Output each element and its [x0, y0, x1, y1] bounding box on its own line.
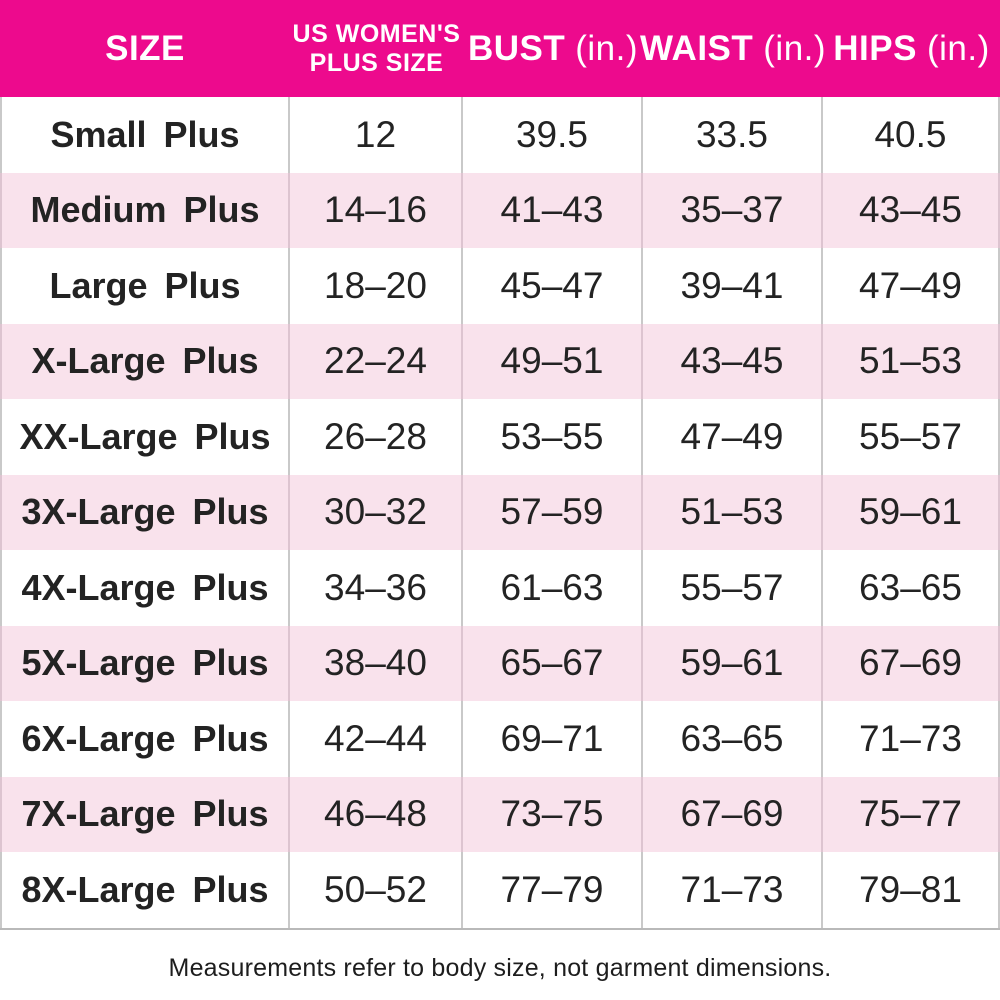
header-bust-unit: (in.) [575, 29, 639, 68]
header-hips-label: HIPS [833, 29, 917, 68]
header-size-label: SIZE [105, 29, 185, 68]
header-bust: BUST (in.) [463, 0, 643, 97]
waist-cell: 63–65 [643, 701, 823, 777]
header-hips: HIPS (in.) [823, 0, 1000, 97]
bust-cell: 73–75 [463, 776, 643, 852]
hips-cell: 43–45 [823, 172, 1000, 248]
table-row: 5X-Large Plus 38–40 65–67 59–61 67–69 [0, 625, 1000, 701]
size-cell: Large Plus [0, 248, 290, 324]
size-cell: 6X-Large Plus [0, 701, 290, 777]
bust-cell: 61–63 [463, 550, 643, 626]
size-cell: X-Large Plus [0, 323, 290, 399]
us-size-cell: 18–20 [290, 248, 463, 324]
size-cell: 7X-Large Plus [0, 776, 290, 852]
waist-cell: 39–41 [643, 248, 823, 324]
waist-cell: 55–57 [643, 550, 823, 626]
bust-cell: 53–55 [463, 399, 643, 475]
table-row: Medium Plus 14–16 41–43 35–37 43–45 [0, 172, 1000, 248]
table-row: 3X-Large Plus 30–32 57–59 51–53 59–61 [0, 474, 1000, 550]
waist-cell: 71–73 [643, 852, 823, 928]
hips-cell: 67–69 [823, 625, 1000, 701]
us-size-cell: 46–48 [290, 776, 463, 852]
header-bust-label: BUST [467, 29, 566, 68]
us-size-cell: 50–52 [290, 852, 463, 928]
header-us-plus-size: US WOMEN'S PLUS SIZE [290, 0, 463, 97]
size-cell: 8X-Large Plus [0, 852, 290, 928]
hips-cell: 79–81 [823, 852, 1000, 928]
waist-cell: 35–37 [643, 172, 823, 248]
us-size-cell: 26–28 [290, 399, 463, 475]
bust-cell: 45–47 [463, 248, 643, 324]
hips-cell: 55–57 [823, 399, 1000, 475]
us-size-cell: 12 [290, 97, 463, 173]
hips-cell: 63–65 [823, 550, 1000, 626]
us-size-cell: 14–16 [290, 172, 463, 248]
table-row: X-Large Plus 22–24 49–51 43–45 51–53 [0, 323, 1000, 399]
table-row: 6X-Large Plus 42–44 69–71 63–65 71–73 [0, 701, 1000, 777]
hips-cell: 51–53 [823, 323, 1000, 399]
hips-cell: 40.5 [823, 97, 1000, 173]
bust-cell: 57–59 [463, 474, 643, 550]
size-cell: 4X-Large Plus [0, 550, 290, 626]
size-cell: 3X-Large Plus [0, 474, 290, 550]
table-body: Small Plus 12 39.5 33.5 40.5 Medium Plus… [0, 97, 1000, 930]
bust-cell: 77–79 [463, 852, 643, 928]
size-cell: XX-Large Plus [0, 399, 290, 475]
bust-cell: 65–67 [463, 625, 643, 701]
bust-cell: 49–51 [463, 323, 643, 399]
size-cell: Small Plus [0, 97, 290, 173]
waist-cell: 47–49 [643, 399, 823, 475]
us-size-cell: 42–44 [290, 701, 463, 777]
hips-cell: 47–49 [823, 248, 1000, 324]
waist-cell: 67–69 [643, 776, 823, 852]
us-size-cell: 30–32 [290, 474, 463, 550]
table-row: 7X-Large Plus 46–48 73–75 67–69 75–77 [0, 776, 1000, 852]
table-header-row: SIZE US WOMEN'S PLUS SIZE BUST (in.) WAI… [0, 0, 1000, 97]
size-cell: 5X-Large Plus [0, 625, 290, 701]
table-row: Small Plus 12 39.5 33.5 40.5 [0, 97, 1000, 173]
table-row: Large Plus 18–20 45–47 39–41 47–49 [0, 248, 1000, 324]
header-waist: WAIST (in.) [639, 0, 827, 97]
us-size-cell: 34–36 [290, 550, 463, 626]
header-waist-label: WAIST [639, 29, 754, 68]
bust-cell: 39.5 [463, 97, 643, 173]
table-row: 8X-Large Plus 50–52 77–79 71–73 79–81 [0, 852, 1000, 928]
bust-cell: 69–71 [463, 701, 643, 777]
waist-cell: 51–53 [643, 474, 823, 550]
size-cell: Medium Plus [0, 172, 290, 248]
table-row: 4X-Large Plus 34–36 61–63 55–57 63–65 [0, 550, 1000, 626]
table-row: XX-Large Plus 26–28 53–55 47–49 55–57 [0, 399, 1000, 475]
header-us-plus-size-line1: US WOMEN'S [292, 19, 461, 48]
footnote: Measurements refer to body size, not gar… [168, 953, 832, 982]
bust-cell: 41–43 [463, 172, 643, 248]
header-hips-unit: (in.) [926, 29, 990, 68]
us-size-cell: 38–40 [290, 625, 463, 701]
waist-cell: 43–45 [643, 323, 823, 399]
us-size-cell: 22–24 [290, 323, 463, 399]
hips-cell: 71–73 [823, 701, 1000, 777]
hips-cell: 59–61 [823, 474, 1000, 550]
hips-cell: 75–77 [823, 776, 1000, 852]
header-size: SIZE [0, 0, 290, 97]
waist-cell: 59–61 [643, 625, 823, 701]
waist-cell: 33.5 [643, 97, 823, 173]
header-us-plus-size-line2: PLUS SIZE [309, 48, 444, 77]
header-waist-unit: (in.) [763, 29, 827, 68]
